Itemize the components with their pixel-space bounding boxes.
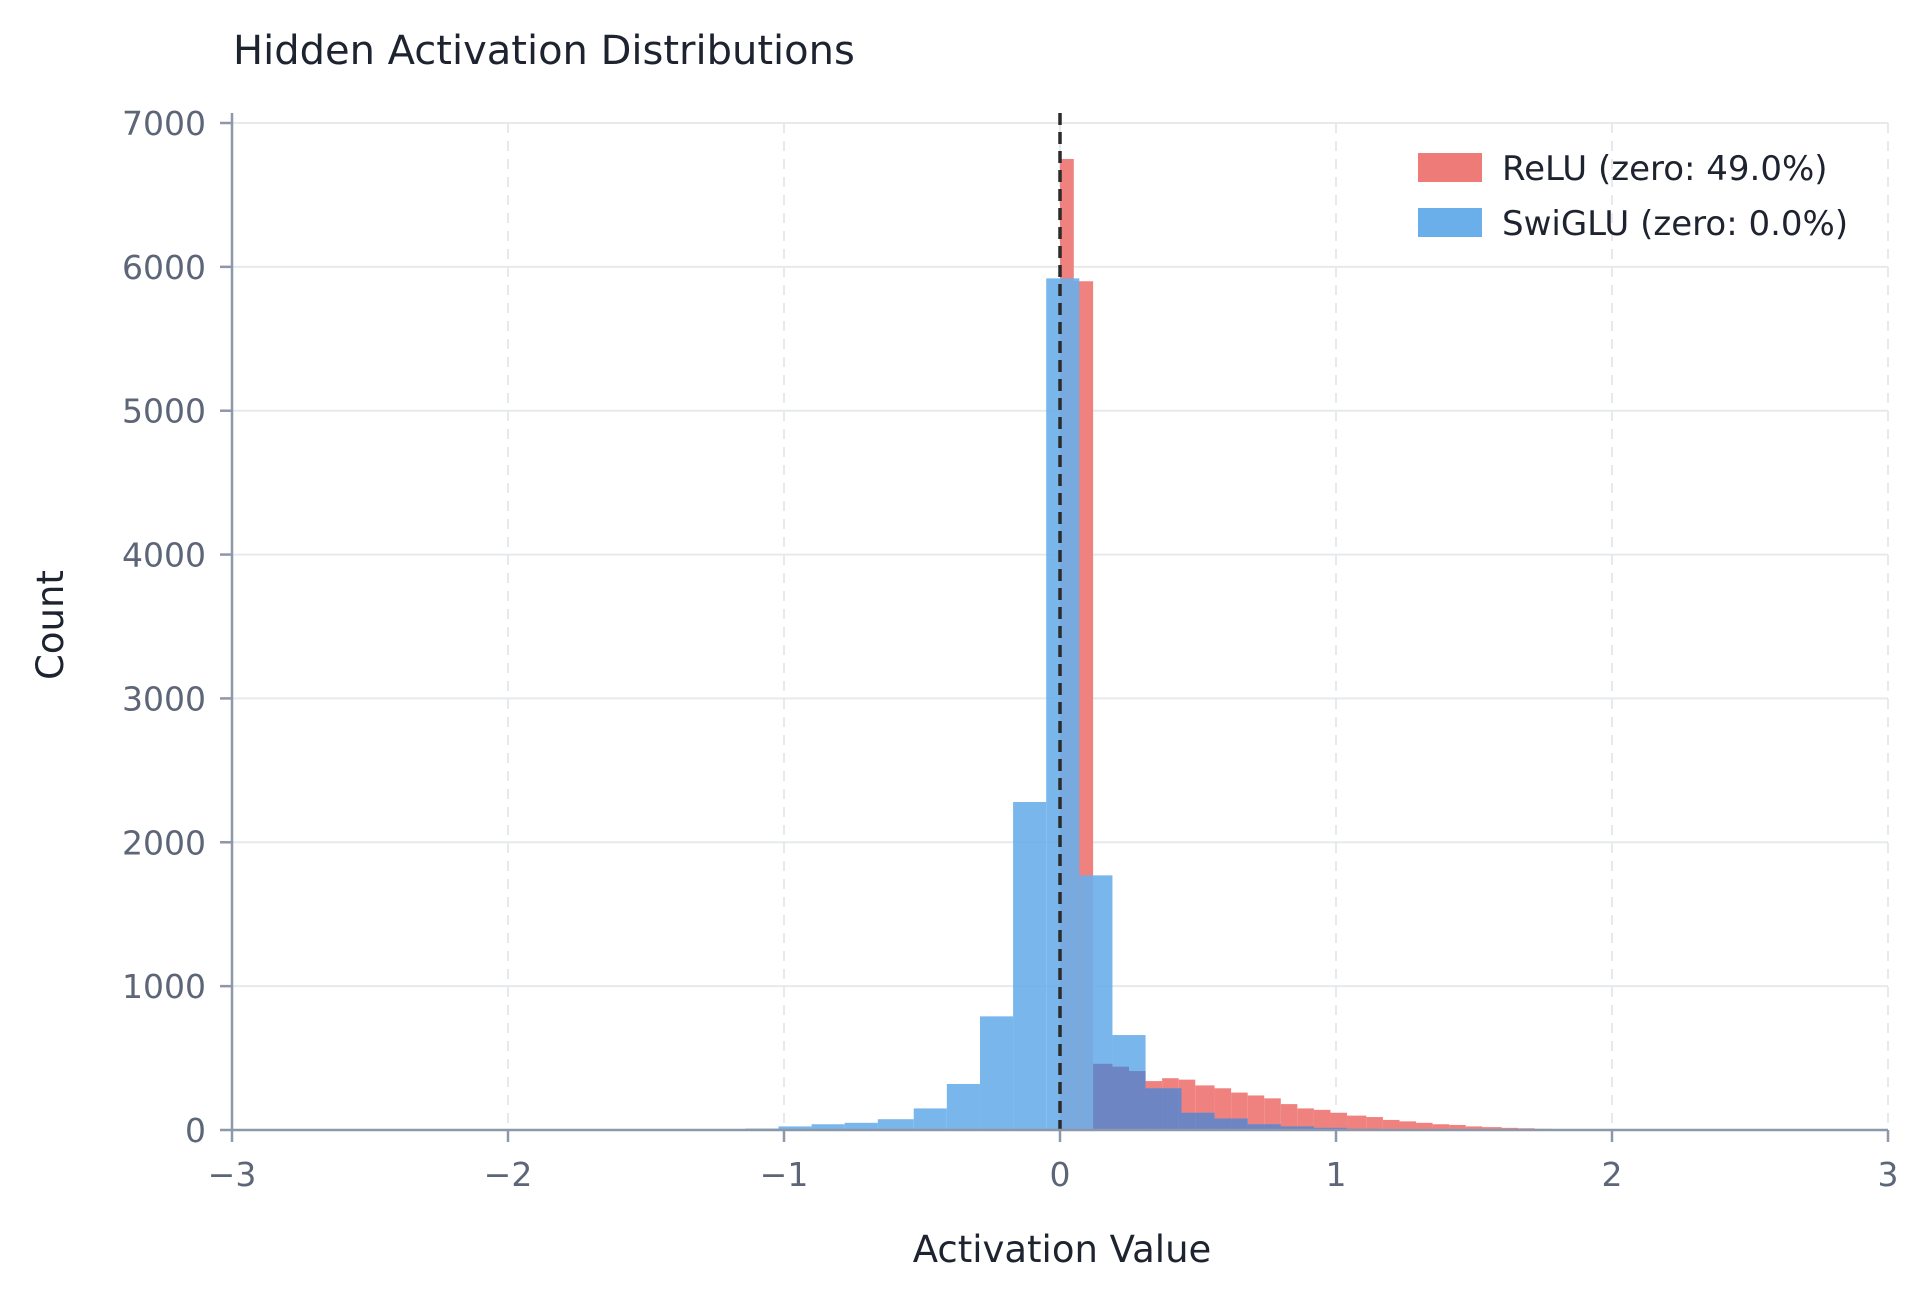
histogram-bar (877, 1119, 914, 1130)
y-tick-label: 6000 (122, 248, 206, 287)
overlap-bar (1264, 1124, 1281, 1130)
overlap-bar (1129, 1071, 1146, 1130)
histogram-bars (745, 158, 1568, 1130)
histogram-bar (811, 1124, 845, 1130)
x-tick-label: 3 (1878, 1155, 1899, 1194)
histogram-bar (1013, 802, 1047, 1130)
histogram-bar (1382, 1119, 1400, 1130)
y-tick-label: 4000 (122, 536, 206, 575)
x-tick-label: −1 (760, 1155, 809, 1194)
histogram-bar (1297, 1108, 1314, 1130)
y-tick-label: 0 (185, 1111, 206, 1150)
histogram-bar (1432, 1124, 1450, 1130)
x-tick-label: −2 (484, 1155, 533, 1194)
legend-label-relu: ReLU (zero: 49.0%) (1502, 149, 1828, 189)
legend-swatch-swiglu (1418, 208, 1482, 237)
histogram-bar (1465, 1126, 1483, 1130)
histogram-bar (913, 1108, 947, 1130)
overlap-bar (1297, 1126, 1314, 1130)
overlap-bars (1093, 1063, 1417, 1130)
overlap-bar (1093, 1063, 1113, 1130)
overlap-bar (1195, 1112, 1215, 1130)
overlap-bar (1247, 1124, 1265, 1130)
histogram-bar (1347, 1115, 1367, 1130)
overlap-bar (1145, 1088, 1163, 1130)
legend: ReLU (zero: 49.0%) SwiGLU (zero: 0.0%) (1418, 149, 1848, 244)
x-axis-title: Activation Value (913, 1228, 1212, 1271)
histogram-bar (1264, 1098, 1281, 1130)
y-axis-title: Count (29, 570, 72, 680)
axes (220, 113, 1890, 1142)
histogram-bar (1366, 1117, 1383, 1130)
x-tick-label: −3 (208, 1155, 257, 1194)
y-tick-label: 5000 (122, 392, 206, 431)
histogram-bar (1482, 1127, 1502, 1130)
histogram-bar (778, 1126, 812, 1130)
chart-title: Hidden Activation Distributions (233, 28, 855, 74)
y-tick-label: 2000 (122, 823, 206, 862)
y-tick-label: 1000 (122, 967, 206, 1006)
histogram-bar (979, 1016, 1014, 1130)
legend-label-swiglu: SwiGLU (zero: 0.0%) (1502, 204, 1848, 244)
overlap-bar (1181, 1112, 1196, 1130)
overlap-bar (1178, 1088, 1182, 1130)
x-tick-label: 2 (1602, 1155, 1623, 1194)
overlap-bar (1231, 1118, 1248, 1130)
x-tick-label: 1 (1326, 1155, 1347, 1194)
histogram-bar (1313, 1109, 1331, 1130)
histogram-bar (1330, 1112, 1348, 1130)
histogram-bar (1449, 1124, 1466, 1130)
series-0-bars (1060, 158, 1568, 1130)
histogram-bar (1416, 1122, 1433, 1130)
histogram-bar (1247, 1095, 1265, 1130)
y-tick-label: 7000 (122, 104, 206, 143)
overlap-bar (1280, 1126, 1298, 1130)
histogram-bar (844, 1122, 878, 1130)
histogram-bar (1280, 1104, 1298, 1130)
overlap-bar (1162, 1088, 1179, 1130)
histogram-bar (1046, 278, 1080, 1130)
legend-swatch-relu (1418, 153, 1482, 182)
histogram-bar (1399, 1121, 1417, 1130)
overlap-bar (1214, 1118, 1232, 1130)
tick-labels: 0 1000 2000 3000 4000 5000 6000 7000 −3 −2 −1 0 1 2 3 (122, 104, 1898, 1194)
y-tick-label: 3000 (122, 679, 206, 718)
histogram-bar (946, 1083, 980, 1130)
overlap-bar (1112, 1066, 1129, 1130)
x-tick-label: 0 (1050, 1155, 1071, 1194)
